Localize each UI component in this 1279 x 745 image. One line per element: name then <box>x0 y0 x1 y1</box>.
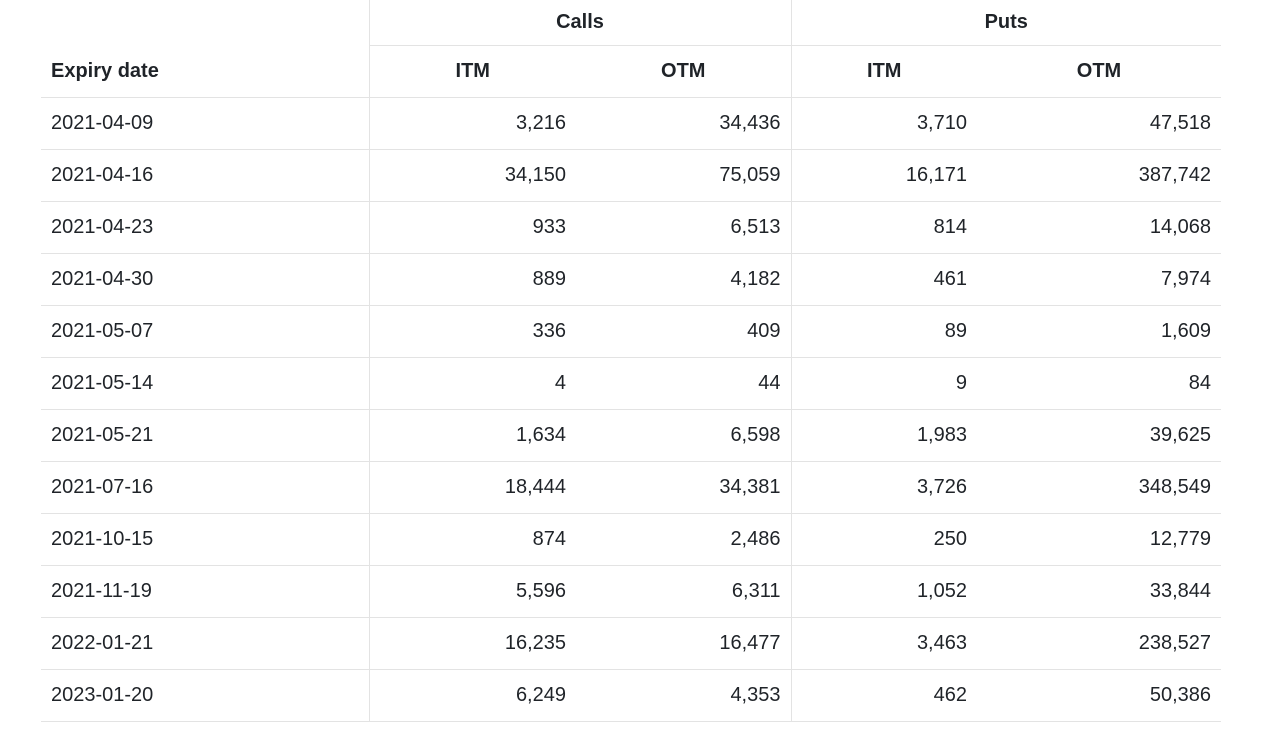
cell-calls-itm: 1,634 <box>368 409 576 462</box>
table-row: 2021-11-19 5,596 6,311 1,052 33,844 <box>41 565 1221 618</box>
cell-puts-itm: 16,171 <box>790 149 977 202</box>
cell-puts-otm: 14,068 <box>977 201 1221 254</box>
cell-expiry-date: 2021-10-15 <box>41 513 369 566</box>
table-row: 2021-04-09 3,216 34,436 3,710 47,518 <box>41 97 1221 150</box>
cell-puts-otm: 47,518 <box>977 97 1221 150</box>
cell-calls-otm: 16,477 <box>576 617 791 670</box>
cell-puts-otm: 238,527 <box>977 617 1221 670</box>
cell-calls-otm: 34,436 <box>576 97 791 150</box>
cell-expiry-date: 2021-04-30 <box>41 253 369 306</box>
cell-calls-itm: 874 <box>368 513 576 566</box>
cell-calls-itm: 4 <box>368 357 576 410</box>
cell-expiry-date: 2022-01-21 <box>41 617 369 670</box>
column-header-puts-itm: ITM <box>790 45 977 98</box>
table-header: Calls Puts Expiry date ITM OTM ITM OTM <box>41 0 1221 98</box>
table-row: 2022-01-21 16,235 16,477 3,463 238,527 <box>41 617 1221 670</box>
column-header-expiry-date: Expiry date <box>41 45 369 98</box>
cell-expiry-date: 2021-07-16 <box>41 461 369 514</box>
cell-calls-itm: 5,596 <box>368 565 576 618</box>
cell-expiry-date: 2021-05-14 <box>41 357 369 410</box>
cell-calls-otm: 6,598 <box>576 409 791 462</box>
group-header-calls: Calls <box>368 0 791 46</box>
cell-calls-itm: 6,249 <box>368 669 576 722</box>
cell-expiry-date: 2021-04-09 <box>41 97 369 150</box>
cell-puts-itm: 462 <box>790 669 977 722</box>
cell-puts-otm: 1,609 <box>977 305 1221 358</box>
cell-puts-otm: 33,844 <box>977 565 1221 618</box>
table-row: 2021-04-23 933 6,513 814 14,068 <box>41 201 1221 254</box>
cell-puts-itm: 461 <box>790 253 977 306</box>
cell-puts-itm: 3,710 <box>790 97 977 150</box>
table-row: 2021-05-21 1,634 6,598 1,983 39,625 <box>41 409 1221 462</box>
cell-puts-otm: 39,625 <box>977 409 1221 462</box>
table-body: 2021-04-09 3,216 34,436 3,710 47,518 202… <box>41 97 1221 722</box>
table-row: 2023-01-20 6,249 4,353 462 50,386 <box>41 669 1221 722</box>
cell-calls-otm: 4,182 <box>576 253 791 306</box>
cell-puts-itm: 1,052 <box>790 565 977 618</box>
cell-calls-itm: 34,150 <box>368 149 576 202</box>
table-row: 2021-07-16 18,444 34,381 3,726 348,549 <box>41 461 1221 514</box>
cell-calls-itm: 18,444 <box>368 461 576 514</box>
cell-calls-itm: 336 <box>368 305 576 358</box>
cell-puts-otm: 50,386 <box>977 669 1221 722</box>
table-row: 2021-05-07 336 409 89 1,609 <box>41 305 1221 358</box>
table-row: 2021-10-15 874 2,486 250 12,779 <box>41 513 1221 566</box>
cell-puts-otm: 348,549 <box>977 461 1221 514</box>
cell-calls-otm: 34,381 <box>576 461 791 514</box>
cell-puts-itm: 89 <box>790 305 977 358</box>
cell-puts-itm: 3,463 <box>790 617 977 670</box>
group-header-puts: Puts <box>790 0 1221 46</box>
cell-calls-otm: 44 <box>576 357 791 410</box>
cell-calls-otm: 2,486 <box>576 513 791 566</box>
cell-calls-otm: 4,353 <box>576 669 791 722</box>
cell-puts-otm: 12,779 <box>977 513 1221 566</box>
cell-expiry-date: 2023-01-20 <box>41 669 369 722</box>
cell-expiry-date: 2021-05-21 <box>41 409 369 462</box>
column-header-puts-otm: OTM <box>977 45 1221 98</box>
cell-puts-otm: 84 <box>977 357 1221 410</box>
cell-calls-itm: 933 <box>368 201 576 254</box>
cell-puts-itm: 814 <box>790 201 977 254</box>
cell-puts-itm: 1,983 <box>790 409 977 462</box>
cell-calls-otm: 75,059 <box>576 149 791 202</box>
cell-calls-otm: 6,311 <box>576 565 791 618</box>
column-header-calls-otm: OTM <box>576 45 791 98</box>
cell-calls-otm: 409 <box>576 305 791 358</box>
cell-puts-itm: 250 <box>790 513 977 566</box>
cell-calls-otm: 6,513 <box>576 201 791 254</box>
cell-expiry-date: 2021-04-23 <box>41 201 369 254</box>
table-row: 2021-04-16 34,150 75,059 16,171 387,742 <box>41 149 1221 202</box>
column-header-calls-itm: ITM <box>368 45 576 98</box>
cell-puts-itm: 9 <box>790 357 977 410</box>
group-header-blank <box>41 0 369 46</box>
cell-expiry-date: 2021-05-07 <box>41 305 369 358</box>
table-row: 2021-04-30 889 4,182 461 7,974 <box>41 253 1221 306</box>
cell-calls-itm: 3,216 <box>368 97 576 150</box>
cell-calls-itm: 16,235 <box>368 617 576 670</box>
cell-puts-itm: 3,726 <box>790 461 977 514</box>
column-header-row: Expiry date ITM OTM ITM OTM <box>41 45 1221 98</box>
cell-expiry-date: 2021-11-19 <box>41 565 369 618</box>
cell-calls-itm: 889 <box>368 253 576 306</box>
options-expiry-table: Calls Puts Expiry date ITM OTM ITM OTM 2… <box>41 0 1221 722</box>
cell-puts-otm: 7,974 <box>977 253 1221 306</box>
group-header-row: Calls Puts <box>41 0 1221 46</box>
cell-expiry-date: 2021-04-16 <box>41 149 369 202</box>
cell-puts-otm: 387,742 <box>977 149 1221 202</box>
table-row: 2021-05-14 4 44 9 84 <box>41 357 1221 410</box>
